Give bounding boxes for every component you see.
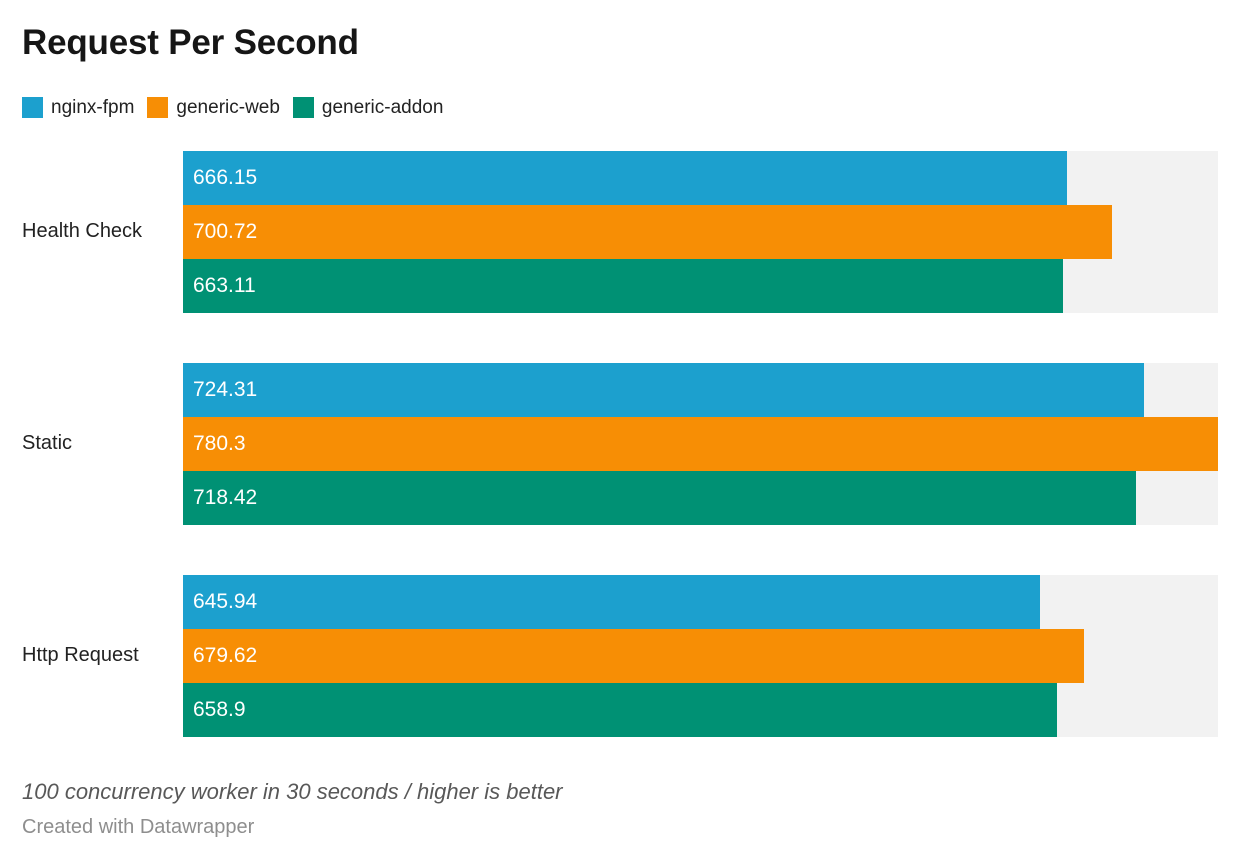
bar-value-label: 663.11 xyxy=(193,273,256,297)
bar-value-label: 700.72 xyxy=(193,219,258,243)
bar-generic-web-Static[interactable]: 780.3 xyxy=(183,416,1218,471)
legend-swatch xyxy=(292,97,314,118)
datawrapper-credit: Created with Datawrapper xyxy=(22,815,255,838)
bar-generic-addon-Static[interactable]: 718.42 xyxy=(183,470,1136,525)
legend-item-generic-web: generic-web xyxy=(147,97,280,119)
bar-generic-addon-Http Request[interactable]: 658.9 xyxy=(183,682,1057,737)
bar-value-label: 679.62 xyxy=(193,643,258,667)
bar-value-label: 780.3 xyxy=(193,431,246,455)
bar-nginx-fpm-Static[interactable]: 724.31 xyxy=(183,362,1144,417)
bar-value-label: 645.94 xyxy=(193,589,258,613)
bar-value-label: 718.42 xyxy=(193,485,258,509)
legend-item-nginx-fpm: nginx-fpm xyxy=(22,97,134,119)
category-label: Health Check xyxy=(22,220,143,242)
bar-track: 666.15 700.72 663.11 xyxy=(183,150,1218,313)
category-group: Http Request 645.94 679.62 658.9 xyxy=(22,574,1218,737)
legend-item-generic-addon: generic-addon xyxy=(292,96,444,119)
bar-track: 724.31 780.3 718.42 xyxy=(183,362,1218,525)
category-label: Http Request xyxy=(22,644,139,666)
legend: nginx-fpm generic-web generic-addon xyxy=(22,97,1218,119)
bar-generic-addon-Health Check[interactable]: 663.11 xyxy=(183,258,1063,313)
legend-label: generic-web xyxy=(176,96,280,118)
legend-label: generic-addon xyxy=(321,96,444,118)
bar-nginx-fpm-Health Check[interactable]: 666.15 xyxy=(183,150,1067,205)
bar-generic-web-Health Check[interactable]: 700.72 xyxy=(183,204,1113,259)
legend-swatch xyxy=(22,97,43,118)
bar-generic-web-Http Request[interactable]: 679.62 xyxy=(183,628,1085,683)
bar-value-label: 658.9 xyxy=(193,697,246,721)
category-group: Health Check 666.15 700.72 663.11 xyxy=(22,150,1218,313)
legend-label: nginx-fpm xyxy=(51,96,135,118)
bar-value-label: 724.31 xyxy=(193,377,258,401)
chart-container: Request Per Second nginx-fpm generic-web g… xyxy=(22,23,1218,838)
bar-track: 645.94 679.62 658.9 xyxy=(183,574,1218,737)
category-group: Static 724.31 780.3 718.42 xyxy=(22,362,1218,525)
footnote: 100 concurrency worker in 30 seconds / h… xyxy=(22,778,563,804)
bar-value-label: 666.15 xyxy=(193,165,258,189)
bar-nginx-fpm-Http Request[interactable]: 645.94 xyxy=(183,574,1040,629)
chart-title: Request Per Second xyxy=(22,23,359,62)
bar-chart: Health Check 666.15 700.72 663.11 Static 724.… xyxy=(22,150,1218,737)
legend-swatch xyxy=(147,97,169,118)
category-label: Static xyxy=(22,432,73,454)
